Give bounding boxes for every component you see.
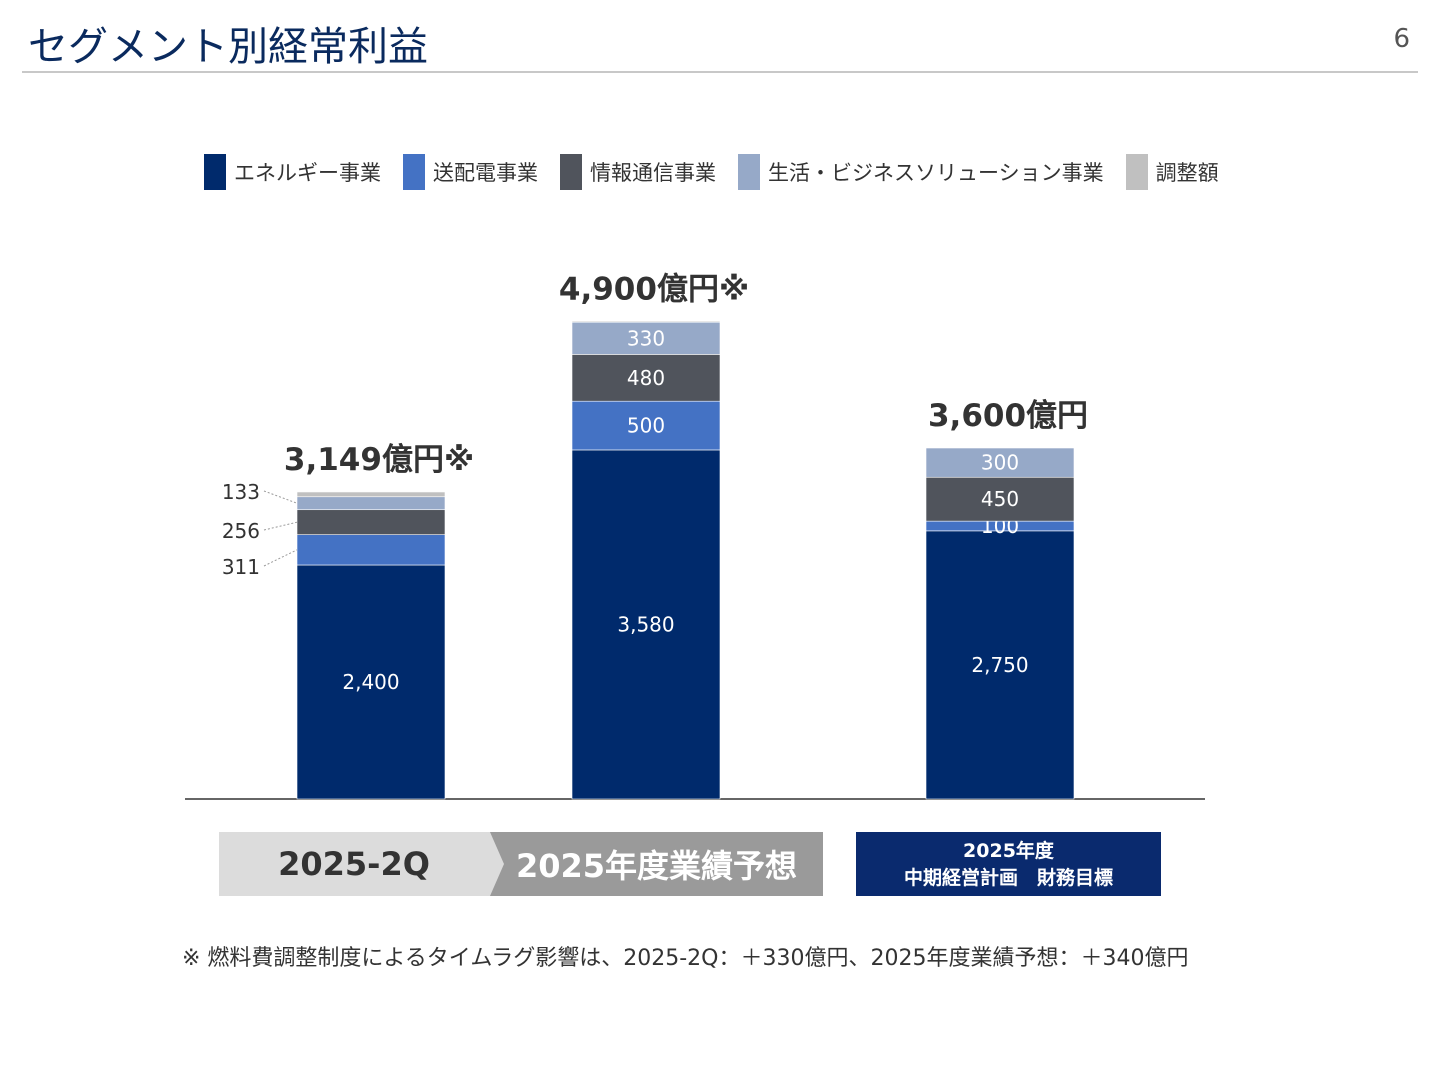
category-label-midterm-target: 2025年度中期経営計画 財務目標 xyxy=(856,832,1161,896)
legend-label: 送配電事業 xyxy=(433,161,538,185)
data-label: 3,580 xyxy=(617,612,674,636)
legend-item-life: 生活・ビジネスソリューション事業 xyxy=(738,154,1104,190)
bar-segment xyxy=(925,530,1075,800)
total-label: 3,149億円※ xyxy=(284,442,474,478)
leader-line xyxy=(263,521,298,531)
data-label: 133 xyxy=(222,480,260,504)
data-label: 2,400 xyxy=(342,670,399,694)
bar-segment xyxy=(296,496,446,511)
page-title: セグメント別経常利益 xyxy=(28,24,428,70)
midterm-line1: 2025年度 xyxy=(963,840,1054,862)
legend-swatch xyxy=(738,154,760,190)
legend-item-ict: 情報通信事業 xyxy=(560,154,716,190)
divider xyxy=(22,71,1418,73)
data-label: 300 xyxy=(981,451,1019,475)
legend-label: 情報通信事業 xyxy=(590,161,716,185)
bar-segment xyxy=(296,491,446,498)
category-label-forecast: 2025年度業績予想 xyxy=(490,832,823,896)
leader-line xyxy=(263,549,298,567)
bar-segment xyxy=(296,564,446,800)
legend-swatch xyxy=(1125,154,1148,190)
bar-segment xyxy=(571,400,721,451)
data-label: 500 xyxy=(627,414,665,438)
footnote: ※ 燃料費調整制度によるタイムラグ影響は、2025-2Q：＋330億円、2025… xyxy=(182,946,1189,971)
legend-item-transmission: 送配電事業 xyxy=(403,154,538,190)
midterm-line2: 中期経営計画 財務目標 xyxy=(903,867,1113,889)
legend-label: エネルギー事業 xyxy=(234,161,381,185)
data-label: 450 xyxy=(981,487,1019,511)
legend-item-adjust: 調整額 xyxy=(1125,154,1219,190)
leader-line xyxy=(263,490,298,504)
legend-label: 調整額 xyxy=(1155,161,1219,185)
total-label: 4,900億円※ xyxy=(559,271,749,307)
bar-segment xyxy=(296,509,446,535)
data-label: 311 xyxy=(222,555,260,579)
bar-segment xyxy=(925,476,1075,522)
bar-segment xyxy=(925,447,1075,478)
bar-segment xyxy=(571,449,721,800)
bar-segment xyxy=(571,320,721,323)
data-label: 330 xyxy=(627,326,665,350)
category-label-2025-2q: 2025-2Q xyxy=(219,832,519,896)
bar-segment xyxy=(296,534,446,566)
data-label: 2,750 xyxy=(971,653,1028,677)
legend: エネルギー事業 送配電事業 情報通信事業 生活・ビジネスソリューション事業 調整… xyxy=(204,154,1219,190)
data-label: 480 xyxy=(627,366,665,390)
legend-swatch xyxy=(403,154,425,190)
legend-label: 生活・ビジネスソリューション事業 xyxy=(768,161,1104,185)
bar-segment xyxy=(571,354,721,402)
page-number: 6 xyxy=(1393,24,1410,54)
legend-swatch xyxy=(560,154,582,190)
legend-swatch xyxy=(204,154,226,190)
data-label: 256 xyxy=(222,519,260,543)
total-label: 3,600億円 xyxy=(928,398,1088,434)
legend-item-energy: エネルギー事業 xyxy=(204,154,381,190)
